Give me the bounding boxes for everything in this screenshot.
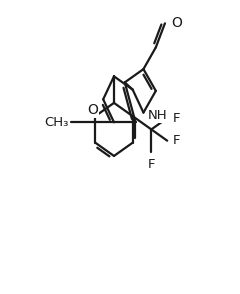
Text: F: F — [172, 134, 180, 147]
Text: O: O — [87, 103, 98, 116]
Text: CH₃: CH₃ — [44, 116, 68, 129]
Text: O: O — [171, 16, 182, 30]
Text: F: F — [172, 112, 180, 125]
Text: NH: NH — [148, 109, 168, 122]
Text: F: F — [148, 158, 155, 171]
